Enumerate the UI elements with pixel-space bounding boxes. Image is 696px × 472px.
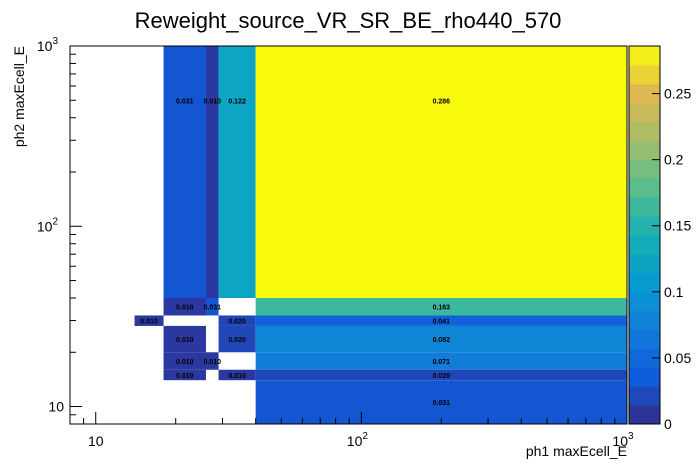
heatmap-cell bbox=[255, 380, 627, 424]
heatmap-cell-label: 0.020 bbox=[228, 319, 246, 326]
color-scale-tick-label: 0.05 bbox=[664, 350, 691, 366]
heatmap-cell bbox=[218, 325, 256, 353]
heatmap-cell-label: 0.031 bbox=[433, 400, 451, 407]
color-scale-segment bbox=[629, 140, 660, 160]
x-axis-label: ph1 maxEcell_E bbox=[526, 443, 627, 459]
heatmap-cell bbox=[255, 46, 627, 298]
heatmap-cell-label: 0.041 bbox=[433, 319, 451, 326]
heatmap-cell-label: 0.122 bbox=[228, 98, 246, 105]
color-scale-segment bbox=[629, 121, 660, 141]
heatmap-cell bbox=[163, 369, 206, 381]
color-scale-segment bbox=[629, 235, 660, 255]
heatmap-cell bbox=[134, 315, 164, 326]
heatmap-cell bbox=[218, 315, 256, 326]
color-scale-tick-label: 0 bbox=[664, 416, 672, 432]
heatmap-cell-label: 0.082 bbox=[433, 337, 451, 344]
y-axis-label: ph2 maxEcell_E bbox=[11, 46, 27, 147]
heatmap-cell bbox=[218, 46, 256, 298]
heatmap-cell bbox=[205, 46, 219, 298]
heatmap-cell bbox=[255, 315, 627, 326]
heatmap-cell-label: 0.010 bbox=[140, 319, 158, 326]
y-axis-tick-label: 103 bbox=[37, 36, 59, 54]
color-scale-segment bbox=[629, 197, 660, 217]
color-scale-segment bbox=[629, 329, 660, 349]
heatmap-cell-label: 0.031 bbox=[176, 98, 194, 105]
y-axis-ticks: 10 102 103 bbox=[37, 36, 82, 425]
x-axis-ticks: 10 102 103 bbox=[69, 412, 634, 449]
heatmap-cell-label: 0.020 bbox=[433, 373, 451, 380]
heatmap-cell bbox=[255, 325, 627, 353]
x-axis-tick-label: 10 bbox=[88, 433, 104, 449]
color-scale-segment bbox=[629, 178, 660, 198]
y-axis-tick-label: 102 bbox=[37, 216, 59, 234]
heatmap-cell-label: 0.020 bbox=[228, 337, 246, 344]
heatmap-cell-label: 0.071 bbox=[433, 359, 451, 366]
color-scale-ticks: 0 0.05 0.1 0.15 0.2 0.25 bbox=[652, 86, 691, 432]
heatmap-cell-label: 0.010 bbox=[176, 305, 194, 312]
color-scale-frame bbox=[628, 45, 661, 425]
color-scale-bar bbox=[628, 45, 661, 425]
color-scale-segment bbox=[629, 253, 660, 274]
color-scale-segment bbox=[629, 291, 660, 312]
color-scale-segment bbox=[629, 64, 660, 85]
color-scale-segment bbox=[629, 405, 660, 425]
color-scale-tick-label: 0.2 bbox=[664, 152, 684, 168]
color-scale-segment bbox=[629, 216, 660, 236]
color-scale-segment bbox=[629, 310, 660, 330]
heatmap-cell bbox=[218, 369, 256, 381]
heatmap-cell-label: 0.010 bbox=[204, 359, 222, 366]
heatmap-cell bbox=[163, 298, 206, 316]
heatmap-cell-label: 0.010 bbox=[176, 337, 194, 344]
heatmap-cell bbox=[163, 46, 206, 298]
color-scale-segment bbox=[629, 159, 660, 179]
heatmap-cells bbox=[134, 46, 627, 424]
heatmap-cell-label: 0.010 bbox=[176, 373, 194, 380]
heatmap-cell-label: 0.010 bbox=[176, 359, 194, 366]
heatmap-cell-label: 0.010 bbox=[204, 98, 222, 105]
color-scale-segment bbox=[629, 348, 660, 368]
chart-title: Reweight_source_VR_SR_BE_rho440_570 bbox=[135, 8, 562, 33]
color-scale-segment bbox=[629, 272, 660, 293]
color-scale-segment bbox=[629, 46, 660, 66]
color-scale-segment bbox=[629, 102, 660, 123]
color-scale-segment bbox=[629, 83, 660, 104]
heatmap-cell bbox=[255, 352, 627, 370]
color-scale-tick-label: 0.25 bbox=[664, 86, 691, 102]
x-axis-tick-label: 102 bbox=[347, 431, 369, 449]
heatmap-cell bbox=[205, 352, 219, 370]
heatmap-cell bbox=[255, 298, 627, 316]
heatmap-cell bbox=[255, 369, 627, 381]
heatmap-cell-label: 0.163 bbox=[433, 305, 451, 312]
color-scale-segment bbox=[629, 367, 660, 387]
heatmap-cell bbox=[163, 325, 206, 353]
heatmap-cell-labels: 0.031 0.010 0.122 0.286 0.010 0.031 0.163 0.010… bbox=[140, 98, 450, 407]
heatmap-cell-label: 0.010 bbox=[228, 373, 246, 380]
heatmap-cell bbox=[205, 298, 219, 316]
heatmap-cell-label: 0.031 bbox=[204, 305, 222, 312]
color-scale-tick-label: 0.15 bbox=[664, 218, 691, 234]
heatmap-cell bbox=[163, 352, 206, 370]
color-scale-segment bbox=[629, 386, 660, 406]
color-scale-tick-label: 0.1 bbox=[664, 284, 684, 300]
y-axis-tick-label: 10 bbox=[48, 399, 64, 415]
heatmap-cell-label: 0.286 bbox=[433, 98, 451, 105]
